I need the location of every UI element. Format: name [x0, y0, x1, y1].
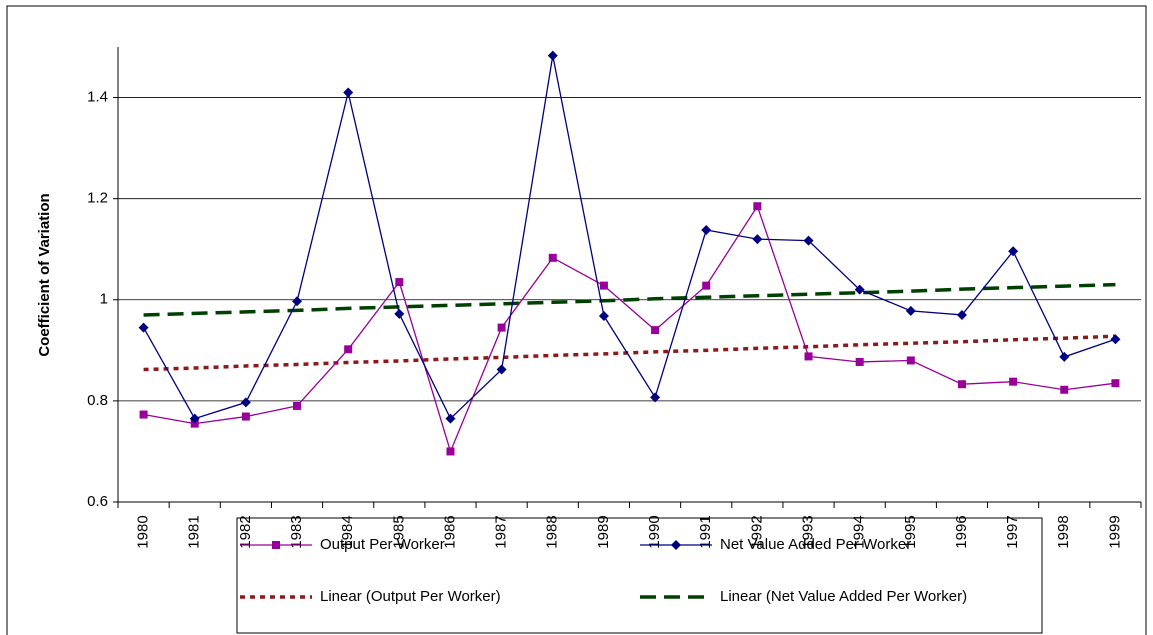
legend-label: Linear (Net Value Added Per Worker)	[720, 588, 967, 605]
x-tick-label: 1988	[544, 515, 561, 548]
marker	[138, 322, 149, 333]
marker	[1008, 246, 1019, 257]
marker	[344, 345, 353, 354]
marker	[753, 202, 762, 211]
x-tick-label: 1985	[390, 515, 407, 548]
series-line	[143, 282, 1116, 317]
x-tick-label: 1987	[493, 515, 510, 548]
marker	[1110, 334, 1121, 345]
marker	[343, 87, 354, 98]
x-tick-label: 1998	[1055, 515, 1072, 548]
legend-label: Net Value Added Per Worker	[720, 536, 911, 553]
marker	[599, 281, 608, 290]
marker	[445, 413, 456, 424]
marker	[272, 541, 280, 549]
marker	[1009, 377, 1018, 386]
x-tick-label: 1996	[953, 515, 970, 548]
y-tick-label: 0.6	[87, 493, 108, 510]
marker	[905, 305, 916, 316]
marker	[395, 278, 404, 287]
x-tick-label: 1993	[799, 515, 816, 548]
marker	[292, 296, 303, 307]
x-tick-label: 1999	[1106, 515, 1123, 548]
marker	[598, 310, 609, 321]
x-tick-label: 1984	[339, 515, 356, 548]
x-tick-label: 1995	[902, 515, 919, 548]
y-tick-label: 1	[100, 291, 108, 308]
marker	[956, 309, 967, 320]
legend	[236, 517, 1043, 634]
marker	[240, 397, 251, 408]
y-tick-label: 0.8	[87, 392, 108, 409]
marker	[752, 234, 763, 245]
marker	[293, 401, 302, 410]
marker	[446, 447, 455, 456]
marker	[139, 410, 148, 419]
marker	[241, 412, 250, 421]
marker	[547, 50, 558, 61]
legend-label: Output Per Worker	[320, 536, 445, 553]
y-tick-label: 1.4	[87, 89, 108, 106]
marker	[189, 413, 200, 424]
series-line	[143, 55, 1116, 420]
x-tick-label: 1986	[441, 515, 458, 548]
marker	[671, 540, 681, 550]
x-tick-label: 1980	[135, 515, 152, 548]
chart-frame	[6, 5, 1147, 635]
marker	[702, 281, 711, 290]
x-tick-label: 1982	[237, 515, 254, 548]
marker	[497, 323, 506, 332]
x-tick-label: 1990	[646, 515, 663, 548]
marker	[804, 352, 813, 361]
marker	[1059, 351, 1070, 362]
x-tick-label: 1997	[1004, 515, 1021, 548]
marker	[548, 253, 557, 262]
marker	[1111, 379, 1120, 388]
x-tick-label: 1989	[595, 515, 612, 548]
legend-label: Linear (Output Per Worker)	[320, 588, 501, 605]
marker	[854, 284, 865, 295]
marker	[190, 419, 199, 428]
marker	[1060, 385, 1069, 394]
x-tick-label: 1992	[748, 515, 765, 548]
marker	[803, 235, 814, 246]
marker	[855, 357, 864, 366]
x-tick-label: 1994	[851, 515, 868, 548]
marker	[957, 380, 966, 389]
y-tick-label: 1.2	[87, 190, 108, 207]
marker	[701, 225, 712, 236]
marker	[496, 364, 507, 375]
x-tick-label: 1983	[288, 515, 305, 548]
marker	[394, 308, 405, 319]
series-line	[143, 334, 1116, 372]
marker	[650, 392, 661, 403]
y-axis-title: Coefficient of Variation	[36, 193, 53, 356]
marker	[906, 356, 915, 365]
marker	[651, 326, 660, 335]
x-tick-label: 1991	[697, 515, 714, 548]
series-line	[143, 204, 1116, 454]
x-tick-label: 1981	[186, 515, 203, 548]
